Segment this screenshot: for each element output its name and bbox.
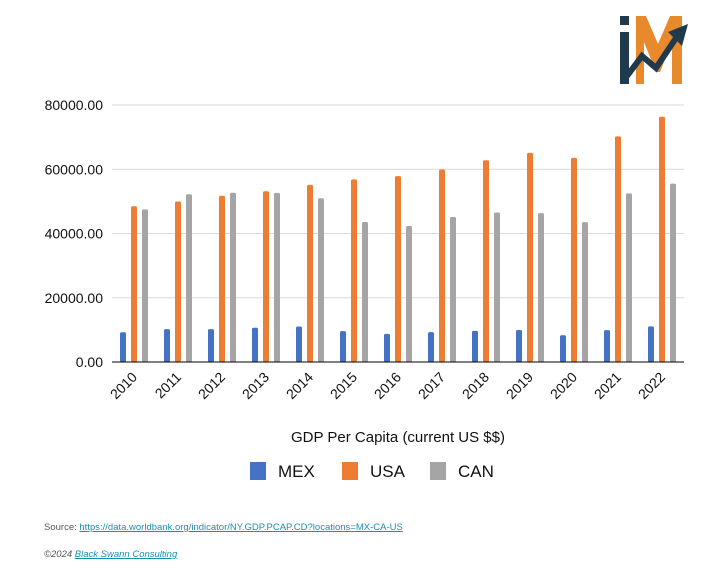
bar-mex — [120, 332, 126, 362]
bar-mex — [208, 329, 214, 362]
bar-can — [362, 221, 368, 362]
legend-label-usa: USA — [370, 462, 406, 481]
x-axis-ticks: 2010 2011 2012 2013 2014 2015 2016 2017 2018 2019… — [107, 369, 668, 402]
x-tick-label: 2020 — [547, 369, 580, 402]
x-tick-label: 2019 — [503, 369, 536, 402]
x-axis-label: GDP Per Capita (current US $$) — [291, 429, 505, 446]
x-tick-label: 2015 — [327, 369, 360, 402]
x-tick-label: 2018 — [459, 369, 492, 402]
legend-swatch-usa — [342, 462, 358, 480]
bar-usa — [263, 191, 269, 362]
bar-usa — [659, 116, 665, 362]
bar-can — [494, 212, 500, 362]
x-tick-label: 2013 — [239, 369, 272, 402]
x-tick-label: 2016 — [371, 369, 404, 402]
bar-mex — [296, 326, 302, 362]
bar-can — [318, 198, 324, 362]
y-tick-label: 20000.00 — [45, 290, 104, 306]
x-tick-label: 2022 — [635, 369, 668, 402]
legend: MEX USA CAN — [250, 462, 494, 481]
y-tick-label: 80000.00 — [45, 97, 104, 113]
x-tick-label: 2011 — [152, 369, 185, 402]
bar-usa — [307, 184, 313, 362]
bar-usa — [131, 206, 137, 362]
legend-swatch-mex — [250, 462, 266, 480]
legend-label-mex: MEX — [278, 462, 315, 481]
bar-can — [230, 192, 236, 362]
x-tick-label: 2012 — [195, 369, 228, 402]
copyright-prefix: ©2024 — [44, 549, 75, 560]
bar-usa — [395, 176, 401, 362]
bar-usa — [615, 136, 621, 362]
bar-usa — [351, 179, 357, 362]
bar-mex — [472, 330, 478, 362]
bar-usa — [527, 152, 533, 362]
x-tick-label: 2021 — [591, 369, 624, 402]
bar-mex — [252, 327, 258, 362]
legend-swatch-can — [430, 462, 446, 480]
y-axis-ticks: 0.00 20000.00 40000.00 60000.00 80000.00 — [45, 97, 104, 370]
copyright-link[interactable]: Black Swann Consulting — [74, 549, 178, 560]
bar-mex — [648, 326, 654, 362]
bar-can — [670, 183, 676, 362]
bar-can — [538, 213, 544, 362]
bar-usa — [175, 201, 181, 362]
x-tick-label: 2010 — [107, 369, 140, 402]
bar-usa — [439, 169, 445, 362]
y-tick-label: 40000.00 — [45, 226, 104, 242]
gdp-bar-chart: 0.00 20000.00 40000.00 60000.00 80000.00 201… — [45, 97, 684, 481]
bar-usa — [571, 157, 577, 362]
y-tick-label: 0.00 — [76, 354, 103, 370]
bar-mex — [428, 332, 434, 362]
source-note: Source: https://data.worldbank.org/indic… — [44, 522, 403, 533]
bar-usa — [219, 195, 225, 362]
im-growth-logo-icon — [620, 16, 688, 84]
bar-mex — [384, 333, 390, 362]
x-tick-label: 2014 — [283, 369, 316, 402]
legend-label-can: CAN — [458, 462, 494, 481]
source-link[interactable]: https://data.worldbank.org/indicator/NY.… — [79, 522, 403, 533]
source-prefix: Source: — [44, 522, 80, 533]
bar-usa — [483, 160, 489, 362]
bar-can — [186, 194, 192, 362]
y-tick-label: 60000.00 — [45, 161, 104, 177]
copyright-note: ©2024 Black Swann Consulting — [44, 549, 177, 560]
bar-mex — [516, 330, 522, 362]
bar-mex — [560, 335, 566, 362]
bars — [120, 116, 676, 362]
bar-can — [450, 217, 456, 362]
bar-can — [626, 193, 632, 362]
bar-can — [142, 209, 148, 362]
bar-mex — [604, 330, 610, 362]
bar-can — [274, 192, 280, 362]
x-tick-label: 2017 — [415, 369, 448, 402]
bar-mex — [164, 329, 170, 362]
bar-mex — [340, 331, 346, 362]
bar-can — [406, 226, 412, 362]
bar-can — [582, 222, 588, 362]
